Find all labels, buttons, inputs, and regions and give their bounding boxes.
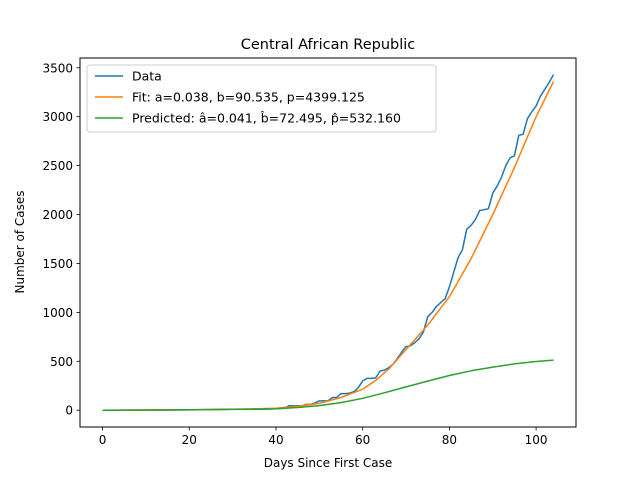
y-tick-label: 1500 bbox=[42, 257, 73, 271]
plot-frame bbox=[79, 57, 577, 428]
y-axis-ticks: 0 500 1000 1500 2000 2500 3000 3500 bbox=[42, 61, 80, 418]
legend-box bbox=[86, 64, 437, 133]
legend: Data Fit: a=0.038, b=90.535, p=4399.125 Pr… bbox=[86, 64, 437, 133]
x-tick-label: 0 bbox=[99, 433, 107, 447]
y-tick-label: 1000 bbox=[42, 306, 73, 320]
y-tick-label: 2500 bbox=[42, 159, 73, 173]
y-tick-label: 500 bbox=[50, 355, 73, 369]
y-axis-label: Number of Cases bbox=[13, 190, 27, 293]
legend-label-2: Fit: a=0.038, b=90.535, p=4399.125 bbox=[132, 90, 365, 105]
plot-series bbox=[102, 74, 555, 411]
legend-label-1: Data bbox=[132, 69, 162, 84]
y-tick-label: 3500 bbox=[42, 61, 73, 75]
y-tick-label: 3000 bbox=[42, 110, 73, 124]
x-tick-label: 20 bbox=[182, 433, 197, 447]
y-tick-label: 0 bbox=[65, 404, 73, 418]
x-axis-ticks: 0 20 40 60 80 100 bbox=[99, 427, 548, 447]
x-axis-label: Days Since First Case bbox=[264, 456, 393, 470]
series-line-3 bbox=[102, 359, 554, 411]
legend-label-3: Predicted: â=0.041, b̂=72.495, p̂=532.16… bbox=[132, 111, 401, 126]
x-tick-label: 40 bbox=[268, 433, 283, 447]
x-tick-label: 80 bbox=[442, 433, 457, 447]
y-tick-label: 2000 bbox=[42, 208, 73, 222]
chart-title: Central African Republic bbox=[241, 37, 416, 53]
x-tick-label: 100 bbox=[525, 433, 548, 447]
x-tick-label: 60 bbox=[355, 433, 370, 447]
